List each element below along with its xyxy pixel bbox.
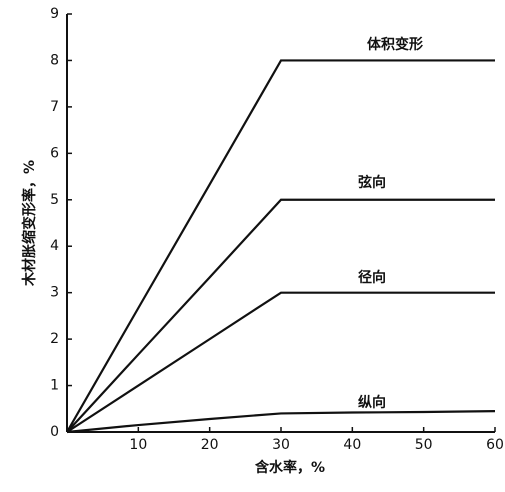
x-tick-label: 10 (129, 437, 147, 453)
y-tick-label: 1 (50, 378, 59, 394)
x-tick-label: 40 (343, 437, 361, 453)
series-line (66, 59, 495, 433)
y-tick-label: 5 (50, 192, 59, 208)
y-tick-label: 4 (50, 238, 59, 254)
series-label: 纵向 (358, 394, 386, 411)
y-tick-label: 0 (50, 424, 59, 440)
y-tick-label: 2 (50, 331, 59, 347)
x-tick-label: 20 (201, 437, 219, 453)
series-label: 径向 (358, 269, 386, 286)
x-tick-label: 60 (486, 437, 504, 453)
series-line (66, 198, 495, 433)
series-label: 弦向 (358, 174, 386, 191)
y-axis-label: 木材胀缩变形率，% (21, 160, 38, 287)
series-line (66, 291, 495, 433)
y-tick-label: 8 (50, 52, 59, 68)
y-tick-label: 3 (50, 285, 59, 301)
x-tick-label: 30 (272, 437, 290, 453)
x-tick-label: 50 (415, 437, 433, 453)
y-tick-label: 6 (50, 145, 59, 161)
x-axis-label: 含水率，% (255, 459, 325, 476)
y-tick-label: 7 (50, 99, 59, 115)
y-tick-label: 9 (50, 6, 59, 22)
series-label: 体积变形 (367, 36, 423, 53)
series-line (66, 410, 496, 434)
